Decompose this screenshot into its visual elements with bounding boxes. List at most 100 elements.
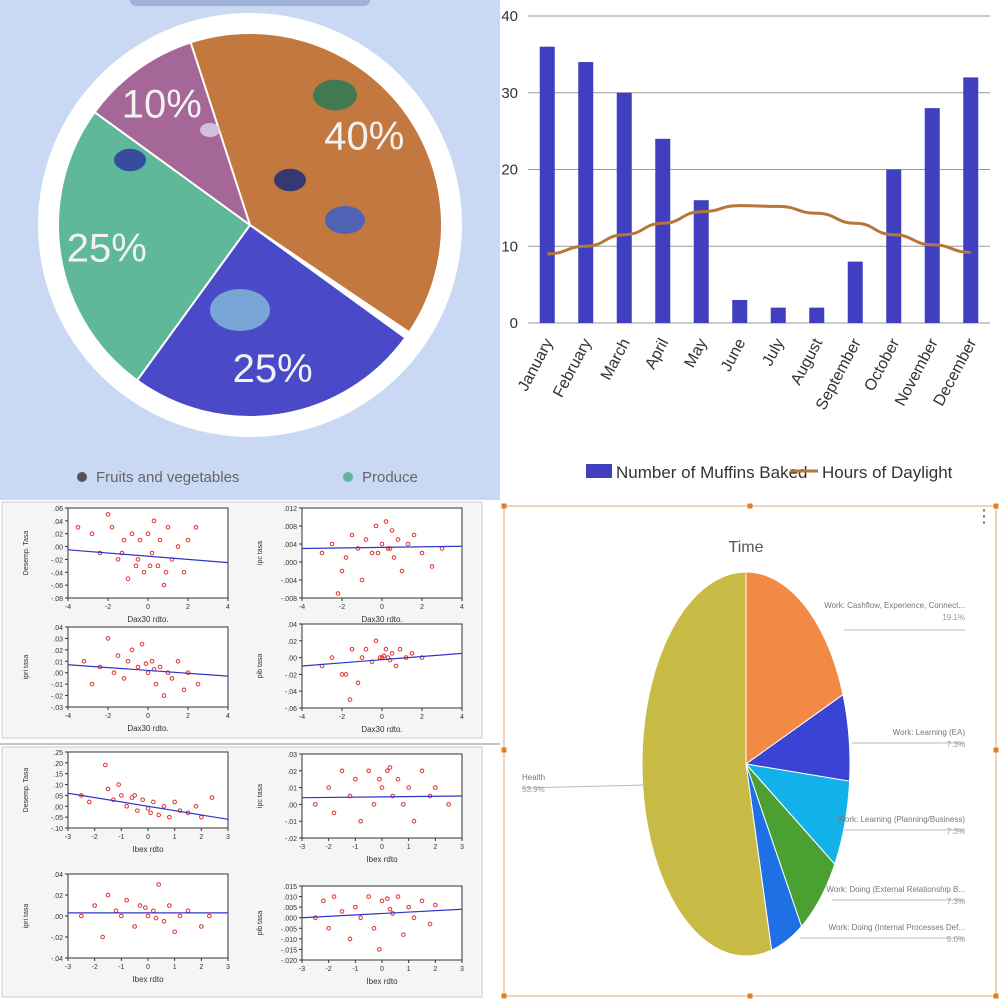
scatter-point xyxy=(161,582,167,588)
scatter-point xyxy=(157,537,163,543)
produce-illustration xyxy=(313,79,357,111)
regression-line xyxy=(67,792,229,820)
resize-handle xyxy=(747,503,753,509)
y-axis-label: pib tasa xyxy=(257,911,264,936)
bar-muffins-october xyxy=(886,169,902,323)
x-tick-label: July xyxy=(759,336,787,369)
scatter-point xyxy=(391,555,397,560)
scatter-point xyxy=(366,894,371,899)
scatter-point xyxy=(419,655,425,660)
scatter-point xyxy=(135,664,141,670)
scatter-panels-svg: .06.04.02.00-.02-.04-.06-.08-4 -2 0 2 4Dax30… xyxy=(0,501,500,998)
scatter-panel-5: .25 .20 .15 .10 .05 .00 -.05 -.10-3 -2 -1 0 1 2 3 Ibex… xyxy=(23,750,230,854)
scatter-point xyxy=(151,518,157,524)
x-axis-label: Dax30 rdto. xyxy=(361,725,402,734)
pie-slice-3 xyxy=(57,110,252,382)
scatter-point xyxy=(75,524,81,530)
scatter-panel-8: .015 .010 .005 .000 -.005 -.010 -.015 -.020-3 -2… xyxy=(257,884,464,986)
produce-illustration xyxy=(114,148,146,172)
bar-muffins-april xyxy=(655,138,671,323)
y-tick-label: .004 xyxy=(283,542,297,549)
y-tick-label: -.004 xyxy=(281,578,297,585)
legend-label: Produce xyxy=(362,469,418,486)
y-tick-label: -.05 xyxy=(51,815,63,822)
scatter-point xyxy=(329,655,335,660)
pie-slice-2 xyxy=(135,223,407,418)
scatter-point xyxy=(129,531,135,537)
y-tick-label: 30 xyxy=(501,85,518,102)
y-tick-label: .10 xyxy=(53,783,63,790)
y-tick-label: -.06 xyxy=(285,706,297,713)
scatter-point xyxy=(124,897,129,903)
y-tick-label: .02 xyxy=(53,893,63,900)
x-tick-label: 2 xyxy=(186,604,190,611)
scatter-point xyxy=(140,797,145,803)
y-tick-label: -.008 xyxy=(281,596,297,603)
scatter-point xyxy=(393,663,399,669)
x-tick-label: 3 xyxy=(460,844,464,851)
legend-label: Fruits and vegetables xyxy=(96,469,239,486)
x-axis-label: Ibex rdto xyxy=(132,975,164,984)
scatter-point xyxy=(119,550,125,556)
scatter-point xyxy=(405,541,411,547)
pie-slice-1 xyxy=(183,32,443,334)
scatter-point xyxy=(395,537,401,542)
scatter-point xyxy=(105,892,111,898)
scatter-point xyxy=(132,924,137,929)
scatter-point xyxy=(387,906,393,912)
scatter-point xyxy=(313,802,318,807)
y-tick-label: -.01 xyxy=(285,819,297,826)
scatter-point xyxy=(121,537,127,543)
x-tick-label: -3 xyxy=(65,964,71,971)
scatter-point xyxy=(181,687,187,693)
legend-label-muffins: Number of Muffins Baked xyxy=(616,463,808,482)
y-axis-label: ipri tasa xyxy=(23,655,30,680)
scatter-point xyxy=(115,557,121,562)
x-tick-label: 0 xyxy=(380,604,384,611)
x-tick-label: 0 xyxy=(380,966,384,973)
scatter-point xyxy=(155,563,161,569)
callout-label: Work: Doing (Internal Processes Def... xyxy=(829,923,965,932)
y-tick-label: -.06 xyxy=(51,583,63,590)
regression-line xyxy=(301,908,463,919)
scatter-point xyxy=(326,925,331,931)
scatter-point xyxy=(148,810,153,816)
callout-percent: 53.9% xyxy=(522,785,545,794)
scatter-point xyxy=(343,672,349,677)
scatter-point xyxy=(137,537,143,543)
scatter-point xyxy=(143,905,148,910)
x-tick-label: 4 xyxy=(226,604,230,611)
y-tick-label: -.04 xyxy=(51,570,63,577)
y-tick-label: .20 xyxy=(53,761,63,768)
y-tick-label: .012 xyxy=(283,506,297,513)
scatter-point xyxy=(379,541,385,547)
y-tick-label: -.02 xyxy=(51,557,63,564)
y-tick-label: .015 xyxy=(283,884,297,891)
bar-muffins-november xyxy=(924,108,940,323)
x-tick-label: 4 xyxy=(460,714,464,721)
y-tick-label: -.02 xyxy=(51,935,63,942)
scatter-point xyxy=(161,803,167,809)
scatter-point xyxy=(339,909,345,914)
scatter-point xyxy=(411,915,417,921)
scatter-point xyxy=(129,647,135,653)
x-tick-label: 1 xyxy=(407,966,411,973)
scatter-point xyxy=(195,681,201,687)
scatter-point xyxy=(433,785,438,790)
x-tick-label: -1 xyxy=(352,966,358,973)
legend-marker-muffins xyxy=(586,464,612,478)
more-options-icon: ⋮ xyxy=(975,506,993,527)
regression-line xyxy=(67,549,229,564)
scatter-point xyxy=(339,568,345,574)
x-tick-label: 1 xyxy=(407,844,411,851)
scatter-point xyxy=(349,532,355,538)
scatter-point xyxy=(175,658,181,664)
regression-line xyxy=(301,545,463,550)
x-tick-label: 1 xyxy=(173,964,177,971)
x-tick-label: 3 xyxy=(226,834,230,841)
scatter-point xyxy=(89,531,95,537)
scatter-point xyxy=(177,913,183,919)
scatter-point xyxy=(359,655,365,660)
scatter-point xyxy=(137,903,143,908)
x-tick-label: -1 xyxy=(118,834,124,841)
